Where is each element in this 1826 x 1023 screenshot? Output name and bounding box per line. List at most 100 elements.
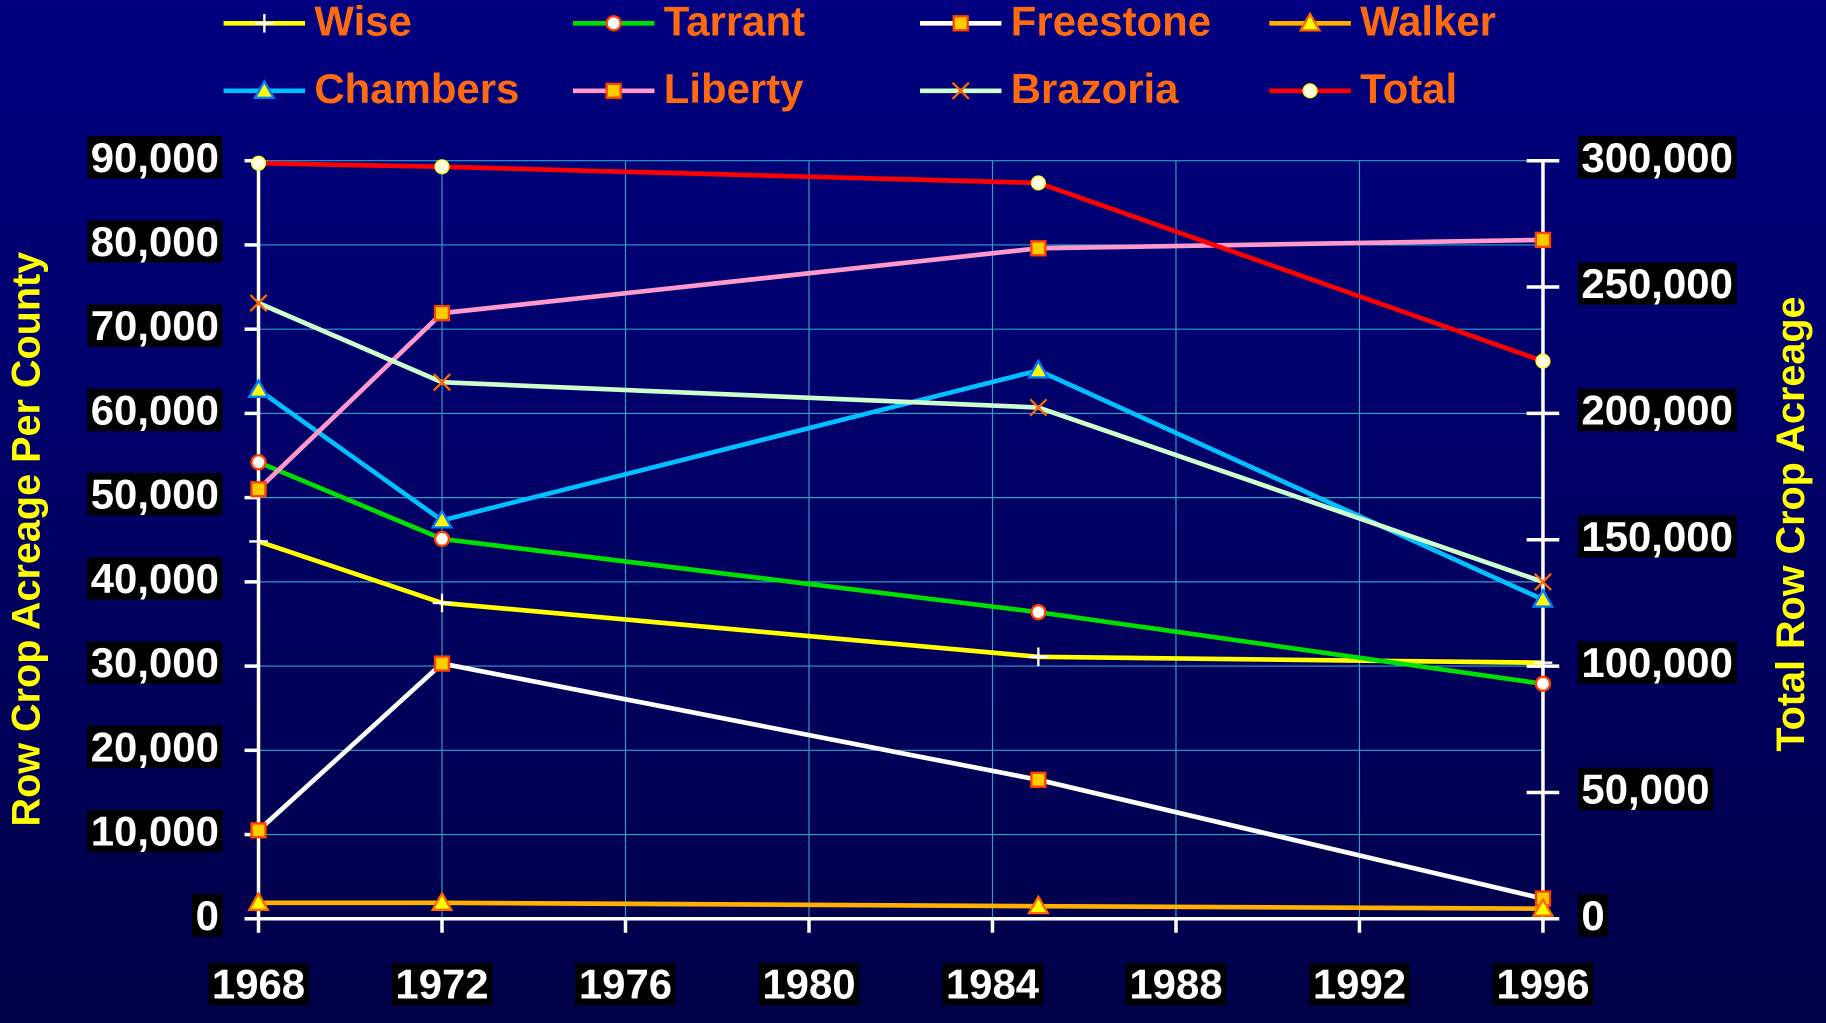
- y-tick-label-bg: [87, 641, 223, 684]
- legend-marker: [952, 15, 969, 32]
- x-tick-label-bg: [1309, 962, 1410, 1006]
- marker: [1533, 653, 1553, 673]
- marker: [1535, 353, 1551, 369]
- legend-label: Tarrant: [664, 0, 805, 45]
- marker: [1534, 231, 1552, 249]
- y2-tick-label-bg: [1577, 641, 1737, 684]
- legend-label: Freestone: [1011, 0, 1211, 45]
- marker: [250, 155, 267, 171]
- legend-marker: [255, 13, 274, 33]
- marker: [249, 294, 268, 313]
- marker: [430, 508, 454, 529]
- y-tick-label-bg: [87, 809, 223, 853]
- y-tick-label: 10,000: [91, 808, 219, 855]
- x-tick-label-bg: [1492, 962, 1594, 1006]
- marker: [1531, 587, 1555, 608]
- y2-tick-label: 50,000: [1581, 766, 1709, 813]
- marker: [1030, 175, 1046, 191]
- x-tick-label: 1972: [395, 961, 488, 1008]
- y2-tick-label-bg: [1577, 388, 1737, 432]
- y-tick-label-bg: [87, 473, 223, 516]
- marker: [1030, 604, 1047, 621]
- legend-label: Walker: [1360, 0, 1496, 45]
- y-tick-label: 70,000: [91, 302, 219, 349]
- marker: [250, 481, 267, 498]
- x-tick-label: 1992: [1313, 961, 1406, 1008]
- y2-tick-label: 300,000: [1581, 134, 1732, 181]
- x-tick-label-bg: [1125, 962, 1227, 1006]
- y-tick-label-bg: [87, 220, 223, 263]
- y-tick-label: 30,000: [91, 639, 219, 686]
- y2-tick-label: 200,000: [1581, 386, 1732, 433]
- marker: [247, 891, 270, 911]
- plot-root: Row Crop Acreage Per County Total Row Cr…: [5, 0, 1813, 1008]
- marker: [250, 454, 267, 471]
- y2-axis-label: Total Row Crop Acreage: [1769, 296, 1813, 751]
- series-line: [257, 460, 1544, 687]
- series-line: [257, 367, 1544, 602]
- y2-tick-label: 100,000: [1581, 639, 1732, 686]
- marker: [249, 532, 268, 551]
- series-line: [257, 539, 1543, 666]
- x-tick-label: 1980: [762, 961, 855, 1008]
- y-tick-label: 20,000: [91, 723, 219, 770]
- legend-marker: [253, 79, 276, 99]
- y-tick-label: 40,000: [91, 555, 219, 602]
- x-tick-label: 1976: [579, 961, 672, 1008]
- x-tick-label-bg: [758, 962, 860, 1006]
- y-tick-label: 80,000: [91, 218, 219, 265]
- series-line: [257, 300, 1544, 585]
- y2-tick-label-bg: [1577, 136, 1737, 179]
- y-tick-label-bg: [87, 388, 223, 432]
- y2-tick-label: 0: [1581, 892, 1604, 939]
- x-tick-label: 1988: [1129, 961, 1222, 1008]
- series-line: [258, 900, 1543, 912]
- legend-marker: [605, 82, 622, 99]
- legend-marker: [951, 81, 970, 100]
- y2-tick-label-bg: [1577, 515, 1737, 558]
- marker: [433, 655, 451, 672]
- legend-marker: [1298, 11, 1322, 32]
- marker: [1533, 572, 1552, 591]
- marker: [1531, 897, 1555, 917]
- y2-tick-label: 150,000: [1581, 513, 1732, 560]
- marker: [1030, 240, 1047, 257]
- marker: [433, 305, 451, 322]
- y-tick-label: 90,000: [91, 134, 219, 181]
- legend-label: Wise: [314, 0, 411, 45]
- marker: [1027, 358, 1050, 379]
- x-tick-label-bg: [942, 962, 1044, 1006]
- y2-tick-label-bg: [1577, 894, 1609, 937]
- y-tick-label-bg: [87, 136, 223, 179]
- legend-marker: [605, 15, 622, 32]
- y-tick-label-bg: [192, 894, 223, 937]
- x-tick-label: 1996: [1496, 961, 1589, 1008]
- marker: [1027, 894, 1050, 915]
- legend-label: Brazoria: [1011, 65, 1179, 112]
- marker: [433, 373, 451, 392]
- marker: [1030, 771, 1047, 788]
- marker: [1029, 398, 1048, 417]
- x-tick-label: 1984: [946, 961, 1040, 1008]
- y-tick-label-bg: [87, 304, 223, 347]
- series-line: [256, 661, 1544, 901]
- y2-tick-label-bg: [1577, 262, 1737, 305]
- y2-tick-label-bg: [1577, 767, 1714, 811]
- x-tick-label: 1968: [212, 961, 305, 1008]
- x-tick-label-bg: [391, 962, 493, 1006]
- y-tick-label: 50,000: [91, 471, 219, 518]
- y-axis-label: Row Crop Acreage Per County: [5, 252, 49, 827]
- marker: [1029, 647, 1048, 667]
- x-tick-label-bg: [208, 962, 309, 1006]
- legend-label: Chambers: [314, 65, 519, 112]
- y2-tick-label: 250,000: [1581, 260, 1732, 307]
- y-tick-label: 0: [196, 892, 219, 939]
- legend-marker: [1302, 83, 1318, 99]
- y-tick-label: 60,000: [91, 386, 219, 433]
- marker: [247, 378, 270, 398]
- marker: [433, 530, 451, 548]
- marker: [432, 593, 452, 613]
